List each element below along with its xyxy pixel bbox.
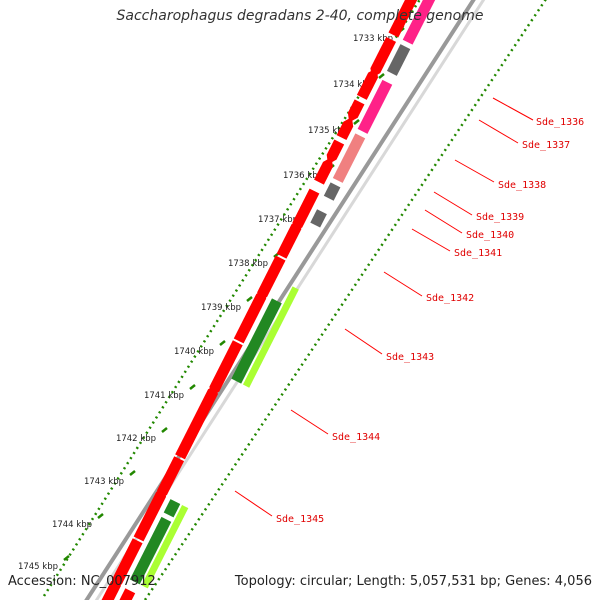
cds-feature-darkgreen-c <box>231 298 282 384</box>
scale-label: 1735 kbp <box>308 126 348 136</box>
gene-leader-line <box>424 209 463 234</box>
gene-leader-line <box>454 159 495 183</box>
scale-tick <box>246 296 253 302</box>
cds-feature-red <box>326 139 345 165</box>
cds-feature-lime <box>141 504 189 589</box>
cds-feature-pink-b <box>402 0 436 45</box>
scale-tick <box>129 470 136 476</box>
cds-feature-salmon <box>332 133 366 183</box>
cds-feature-gray-c <box>386 44 411 76</box>
scale-tick <box>63 555 70 561</box>
scale-label: 1745 kbp <box>18 562 58 572</box>
genome-summary: Topology: circular; Length: 5,057,531 bp… <box>234 574 592 589</box>
cds-feature-red <box>133 487 167 542</box>
gene-label: Sde_1342 <box>426 293 474 304</box>
scale-tick <box>189 384 196 390</box>
scale-label: 1738 kbp <box>228 259 268 269</box>
scale-label: 1742 kbp <box>116 434 156 444</box>
gene-leader-line <box>344 328 383 355</box>
scale-label: 1737 kbp <box>258 215 298 225</box>
scale-label: 1741 kbp <box>144 391 184 401</box>
scale-tick <box>219 340 226 346</box>
gene-label: Sde_1345 <box>276 514 324 525</box>
gene-label: Sde_1338 <box>498 180 546 191</box>
gene-label: Sde_1341 <box>454 248 502 259</box>
scale-label: 1740 kbp <box>174 347 214 357</box>
gene-label: Sde_1336 <box>536 117 584 128</box>
cds-feature-gray <box>310 209 327 228</box>
cds-feature-red <box>175 384 218 460</box>
cds-feature-red <box>370 36 397 78</box>
tick-group: 1733 kbp 1734 kbp 1735 kbp 1736 kbp 1737 kbp… <box>18 0 547 601</box>
gene-leader-line <box>411 228 451 252</box>
scale-ruler-outer <box>42 0 421 597</box>
gene-leader-line <box>492 97 534 121</box>
cds-feature-red <box>292 188 320 233</box>
scale-tick <box>378 73 385 79</box>
scale-tick <box>97 513 104 519</box>
gene-leader-line <box>383 271 423 297</box>
backbone-outer <box>82 0 476 605</box>
cds-feature-red <box>112 538 143 589</box>
scale-label: 1733 kbp <box>353 34 393 44</box>
scale-label: 1743 kbp <box>84 477 124 487</box>
feature-group <box>99 0 436 605</box>
cds-feature-red <box>257 255 286 302</box>
scale-ruler-inner <box>143 0 547 601</box>
scale-label: 1744 kbp <box>52 520 92 530</box>
genome-title: Saccharophagus degradans 2-40, complete … <box>116 8 484 24</box>
cds-feature-red <box>157 456 185 500</box>
gene-label: Sde_1339 <box>476 212 524 223</box>
cds-feature-red <box>209 340 243 397</box>
scale-label: 1736 kbp <box>283 171 323 181</box>
gene-leader-line <box>234 490 273 517</box>
cds-feature-gray-b <box>323 182 341 201</box>
gene-label: Sde_1340 <box>466 230 514 241</box>
cds-feature-red <box>388 0 418 38</box>
accession-label: Accession: NC_007912 <box>8 574 156 589</box>
scale-label: 1734 kbp <box>333 80 373 90</box>
cds-feature-darkgreen <box>129 516 172 585</box>
cds-feature-lime-b <box>242 286 299 388</box>
gene-label: Sde_1343 <box>386 352 434 363</box>
gene-label: Sde_1337 <box>522 140 570 151</box>
cds-feature-red <box>347 99 365 123</box>
gene-leader-line <box>433 191 473 216</box>
cds-feature-pink <box>357 79 393 134</box>
gene-leader-line <box>290 409 329 435</box>
scale-label: 1739 kbp <box>201 303 241 313</box>
label-group: Sde_1336 Sde_1337 Sde_1338 Sde_1339 Sde_1340… <box>234 97 584 525</box>
cds-feature-red <box>336 117 354 141</box>
gene-leader-line <box>478 119 519 144</box>
cds-feature-red <box>233 289 267 344</box>
scale-tick <box>161 427 168 433</box>
scale-tick <box>353 119 360 125</box>
cds-feature-darkgreen-b <box>163 499 181 518</box>
gene-label: Sde_1344 <box>332 432 380 443</box>
